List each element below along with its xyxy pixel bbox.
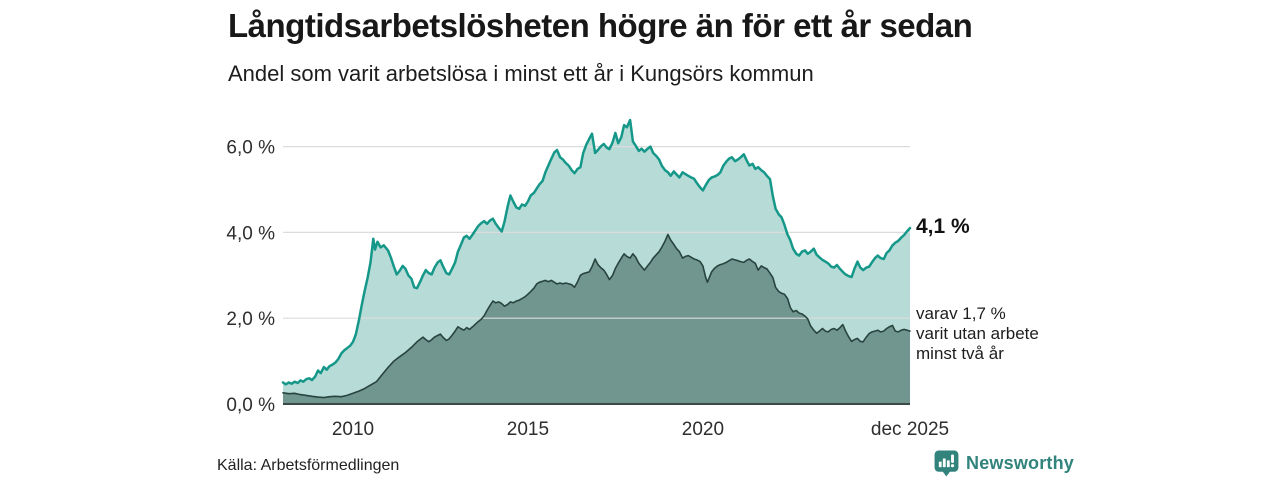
x-tick-label: 2020 — [682, 419, 724, 440]
y-tick-label: 0,0 % — [226, 395, 275, 416]
line-minst-tva-ar — [282, 233, 911, 399]
series2-annotation: varav 1,7 % varit utan arbete minst två … — [916, 304, 1039, 364]
logo-bar-1 — [938, 461, 942, 468]
area-minst-tva-ar — [283, 234, 910, 404]
series2-annotation-line3: minst två år — [916, 344, 1004, 363]
newsworthy-branding: Newsworthy — [934, 450, 1074, 477]
chart-subtitle: Andel som varit arbetslösa i minst ett å… — [228, 61, 814, 86]
series2-annotation-line2: varit utan arbete — [916, 324, 1039, 343]
source-note: Källa: Arbetsförmedlingen — [217, 457, 400, 474]
logo-exclamation-dot — [950, 464, 955, 468]
x-tick-label: 2010 — [332, 419, 374, 440]
x-tick-label: dec 2025 — [871, 419, 949, 440]
logo-bubble-shape — [934, 450, 959, 477]
x-tick-label: 2015 — [507, 419, 549, 440]
brand-name: Newsworthy — [966, 453, 1075, 473]
y-tick-label: 2,0 % — [226, 309, 275, 330]
logo-bar-3 — [946, 460, 950, 468]
line-minst-ett-ar — [281, 118, 912, 386]
end-value-label: 4,1 % — [916, 215, 970, 238]
logo-bar-2 — [942, 458, 946, 468]
logo-exclamation-bar — [951, 454, 954, 463]
series2-annotation-line1: varav 1,7 % — [916, 304, 1006, 323]
newsworthy-logo-icon — [934, 450, 959, 477]
y-tick-label: 4,0 % — [226, 223, 275, 244]
y-tick-label: 6,0 % — [226, 138, 275, 159]
chart-title: Långtidsarbetslösheten högre än för ett … — [228, 7, 973, 44]
plot-area: 0,0 % 2,0 % 4,0 % 6,0 % 2010 2015 2020 dec 2025 — [226, 118, 949, 440]
